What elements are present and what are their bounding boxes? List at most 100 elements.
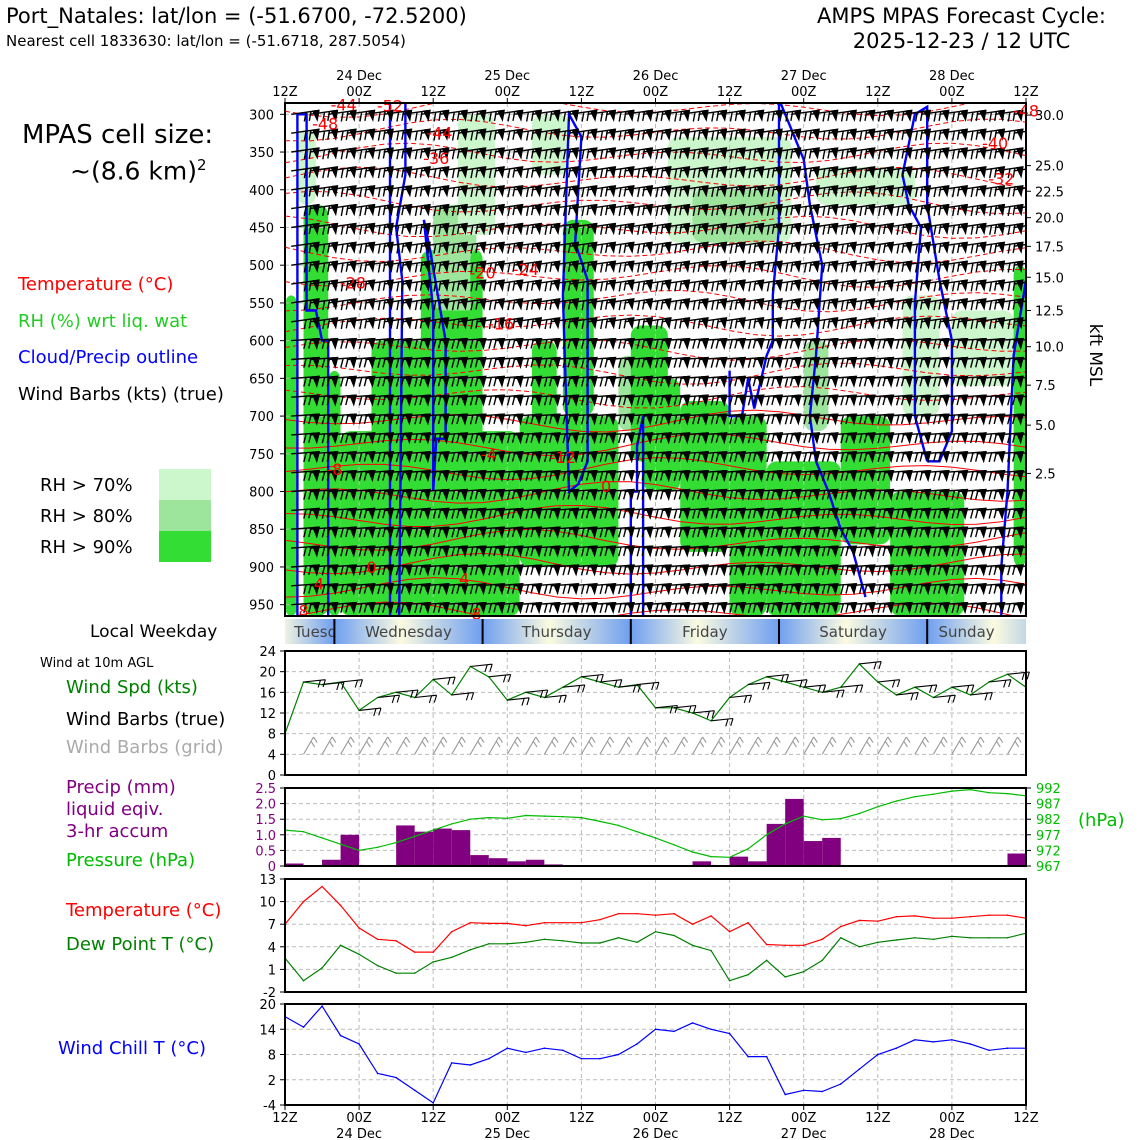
barb-flag <box>1012 130 1016 140</box>
barb-flag <box>748 130 752 141</box>
barb-flag <box>827 318 831 329</box>
barb-pennant <box>1035 129 1042 139</box>
barb-flag <box>766 112 770 122</box>
barb-flag <box>396 168 400 179</box>
barb-flag <box>975 111 979 121</box>
barb-flag <box>623 281 627 291</box>
barb-flag <box>345 299 349 310</box>
barb-flag <box>641 281 646 291</box>
barb-flag <box>734 243 738 253</box>
barb-flag <box>716 281 720 291</box>
barb-flag <box>970 509 974 519</box>
barb-flag <box>364 186 368 197</box>
barb-flag <box>433 112 437 122</box>
barb-flag <box>567 167 571 178</box>
barb-pennant <box>367 260 376 273</box>
barb-flag <box>840 262 844 273</box>
barb-pennant <box>330 222 339 236</box>
barb-flag <box>859 206 863 216</box>
barb-pennant <box>1015 128 1024 141</box>
cycle-time: 2025-12-23 / 12 UTC <box>852 29 1071 53</box>
barb-pennant <box>1036 358 1043 367</box>
barb-pennant <box>738 317 746 330</box>
barb-flag <box>641 262 646 272</box>
barb-flag <box>438 224 442 235</box>
temperature-isotherm <box>285 362 1026 385</box>
barb-pennant <box>645 203 654 217</box>
barb-flag <box>901 130 905 140</box>
barb-pennant <box>645 279 654 292</box>
barb-pennant <box>700 298 709 311</box>
barb-flag <box>401 205 405 216</box>
barb-flag <box>488 112 492 122</box>
barb-flag <box>340 130 344 141</box>
legend-rh70-swatch <box>159 469 211 500</box>
barb-shaft <box>1013 109 1026 115</box>
barb-pennant <box>571 128 580 141</box>
barb-flag <box>470 225 474 235</box>
wind-barbs-xs <box>291 109 1043 615</box>
wind-barb <box>328 147 357 160</box>
barb-shaft <box>1013 185 1026 191</box>
barb-flag <box>748 319 752 330</box>
barb-pennant <box>978 166 987 179</box>
barb-pennant <box>534 185 543 198</box>
barb-flag <box>988 509 993 519</box>
barb-pennant <box>423 185 431 198</box>
barb-flag <box>581 206 585 216</box>
barb-flag <box>623 186 627 197</box>
barb-flag <box>901 224 905 235</box>
pressure-label: Pressure (hPa) <box>66 850 196 871</box>
barb-flag <box>679 130 683 140</box>
wind-barb <box>624 166 654 179</box>
barb-flag <box>303 206 307 216</box>
barb-flag <box>340 149 344 160</box>
wind-barb <box>494 128 524 141</box>
wind-barb <box>735 128 765 141</box>
barb-flag <box>989 225 993 235</box>
barb-flag <box>600 187 604 198</box>
barb-flag <box>785 319 789 330</box>
barb-flag <box>322 187 326 198</box>
barb-pennant <box>367 203 376 217</box>
barb-flag <box>933 187 937 198</box>
barb-flag <box>975 299 979 310</box>
barb-pennant <box>404 109 413 122</box>
barb-flag <box>766 187 770 198</box>
barb-flag <box>674 149 678 160</box>
barb-pennant <box>682 317 691 330</box>
barb-pennant <box>1036 490 1043 499</box>
barb-flag <box>785 187 789 198</box>
barb-flag <box>641 186 646 197</box>
barb-flag <box>488 225 492 235</box>
barb-flag <box>882 262 886 272</box>
barb-flag <box>549 281 553 291</box>
wind-barb <box>494 147 524 160</box>
barb-pennant <box>923 147 932 160</box>
barb-flag <box>544 244 548 254</box>
barb-flag <box>544 206 548 216</box>
barb-flag <box>808 262 812 272</box>
barb-pennant <box>348 128 357 141</box>
barb-flag <box>414 149 418 160</box>
barb-pennant <box>645 109 654 122</box>
barb-pennant <box>348 241 357 254</box>
barb-flag <box>530 299 534 310</box>
barb-flag <box>377 130 381 141</box>
barb-flag <box>993 205 998 216</box>
barb-flag <box>697 224 701 235</box>
barb-flag <box>451 187 455 198</box>
barb-flag <box>618 452 622 463</box>
barb-flag <box>864 281 868 291</box>
barb-pennant <box>552 203 561 217</box>
barb-flag <box>674 262 678 273</box>
barb-flag <box>858 546 863 557</box>
wind-barbs-true-label: Wind Barbs (true) <box>66 709 226 730</box>
barb-flag <box>716 149 720 159</box>
barb-pennant <box>626 128 635 141</box>
barb-pennant <box>849 128 857 141</box>
barb-flag <box>803 206 807 216</box>
pressure-unit-label: (hPa) <box>1078 810 1125 831</box>
barb-flag <box>567 149 571 159</box>
wind-barb <box>865 109 895 122</box>
